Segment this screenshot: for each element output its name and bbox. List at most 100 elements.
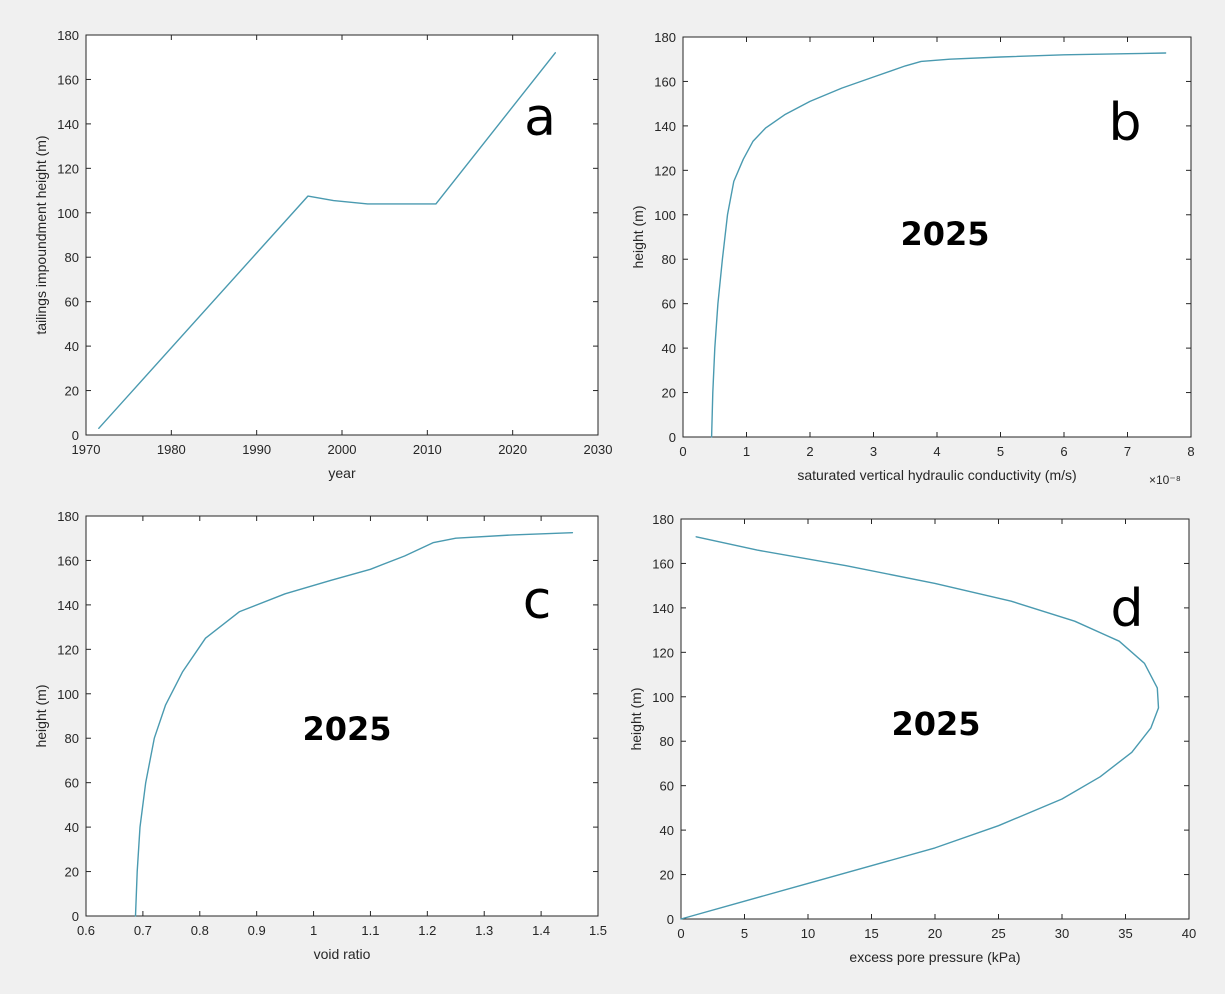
x-tick-label: 1990 [242, 442, 271, 457]
x-tick-label: 1 [743, 444, 750, 459]
x-tick-label: 15 [864, 926, 878, 941]
x-tick-label: 5 [741, 926, 748, 941]
series-line [680, 536, 1160, 920]
x-tick-label: 0 [677, 926, 684, 941]
y-tick-label: 40 [65, 339, 79, 354]
y-tick-label: 0 [667, 912, 674, 927]
y-tick-label: 80 [660, 734, 674, 749]
x-tick-label: 20 [928, 926, 942, 941]
y-tick-label: 120 [57, 642, 79, 657]
year-annotation: 2025 [891, 705, 980, 743]
y-tick-label: 100 [57, 206, 79, 221]
panel-letter: b [1108, 93, 1141, 153]
y-tick-label: 20 [65, 384, 79, 399]
panel-letter: a [524, 88, 556, 148]
x-tick-label: 0.7 [134, 923, 152, 938]
y-tick-label: 20 [660, 868, 674, 883]
x-tick-label: 0.6 [77, 923, 95, 938]
y-tick-label: 20 [662, 386, 676, 401]
x-tick-label: 25 [991, 926, 1005, 941]
axes-box [85, 515, 599, 917]
y-axis-label: height (m) [33, 684, 49, 747]
x-tick-label: 2010 [413, 442, 442, 457]
y-tick-label: 40 [65, 820, 79, 835]
axes-box [682, 36, 1192, 438]
y-tick-label: 60 [65, 295, 79, 310]
y-tick-label: 100 [654, 208, 676, 223]
x-tick-label: 7 [1124, 444, 1131, 459]
y-tick-label: 60 [65, 776, 79, 791]
series-line [710, 52, 1167, 438]
y-tick-label: 100 [57, 687, 79, 702]
y-tick-label: 60 [660, 779, 674, 794]
x-tick-label: 2000 [328, 442, 357, 457]
x-tick-label: 1.1 [361, 923, 379, 938]
x-tick-label: 1.3 [475, 923, 493, 938]
x-tick-label: 1980 [157, 442, 186, 457]
y-tick-label: 140 [654, 119, 676, 134]
panel-b: 0 1 2 3 4 5 6 7 8020406080100120140160180saturat… [630, 30, 1195, 487]
y-tick-label: 160 [652, 556, 674, 571]
axes-box [680, 518, 1190, 920]
y-axis-label: tailings impoundment height (m) [33, 135, 49, 334]
x-tick-label: 8 [1187, 444, 1194, 459]
y-tick-label: 160 [57, 72, 79, 87]
x-tick-label: 0.9 [248, 923, 266, 938]
y-tick-label: 160 [654, 74, 676, 89]
x-tick-label: 0 [679, 444, 686, 459]
x-tick-label: 2020 [498, 442, 527, 457]
x-tick-label: 5 [997, 444, 1004, 459]
y-tick-label: 20 [65, 865, 79, 880]
x-tick-label: 6 [1060, 444, 1067, 459]
axes-box [85, 34, 599, 436]
y-tick-label: 40 [660, 823, 674, 838]
x-exponent-label: ×10⁻⁸ [1149, 473, 1181, 487]
year-annotation: 2025 [900, 215, 989, 253]
x-axis-label: excess pore pressure (kPa) [849, 949, 1020, 965]
y-tick-label: 180 [57, 509, 79, 524]
y-tick-label: 160 [57, 553, 79, 568]
y-tick-label: 180 [57, 28, 79, 43]
y-axis-label: height (m) [628, 687, 644, 750]
x-axis-label: saturated vertical hydraulic conductivit… [797, 467, 1076, 483]
y-tick-label: 80 [65, 250, 79, 265]
x-tick-label: 2 [806, 444, 813, 459]
y-tick-label: 140 [57, 117, 79, 132]
x-axis-label: void ratio [314, 946, 371, 962]
y-tick-label: 80 [65, 731, 79, 746]
y-axis-label: height (m) [630, 205, 646, 268]
x-tick-label: 35 [1118, 926, 1132, 941]
x-tick-label: 10 [801, 926, 815, 941]
panel-letter: d [1110, 579, 1143, 639]
series-line [98, 52, 556, 429]
y-tick-label: 180 [654, 30, 676, 45]
x-tick-label: 2030 [584, 442, 613, 457]
x-axis-label: year [328, 465, 356, 481]
panel-c: 0.6 0.7 0.8 0.9 1 1.1 1.2 1.3 1.4 1.5 0 20 40 60 80 100… [33, 509, 607, 962]
x-tick-label: 1.2 [418, 923, 436, 938]
x-tick-label: 40 [1182, 926, 1196, 941]
x-tick-label: 1.4 [532, 923, 550, 938]
y-tick-label: 0 [669, 430, 676, 445]
x-tick-label: 4 [933, 444, 940, 459]
y-tick-label: 140 [57, 598, 79, 613]
year-annotation: 2025 [302, 710, 391, 748]
y-tick-label: 40 [662, 341, 676, 356]
panel-letter: c [523, 571, 552, 631]
x-tick-label: 0.8 [191, 923, 209, 938]
panel-a: 1970 1980 1990 2000 2010 2020 2030 0 20 40 60 80 100… [33, 28, 612, 481]
y-tick-label: 100 [652, 690, 674, 705]
y-tick-label: 120 [654, 163, 676, 178]
x-tick-label: 1 [310, 923, 317, 938]
y-tick-label: 140 [652, 601, 674, 616]
series-line [134, 532, 574, 917]
y-tick-label: 120 [57, 161, 79, 176]
y-tick-label: 80 [662, 252, 676, 267]
y-tick-label: 0 [72, 909, 79, 924]
panel-d: 0 5 10 15 20 25 30 35 40020406080100120140160180… [628, 512, 1196, 965]
x-tick-label: 1.5 [589, 923, 607, 938]
y-tick-label: 0 [72, 428, 79, 443]
x-tick-label: 1970 [72, 442, 101, 457]
